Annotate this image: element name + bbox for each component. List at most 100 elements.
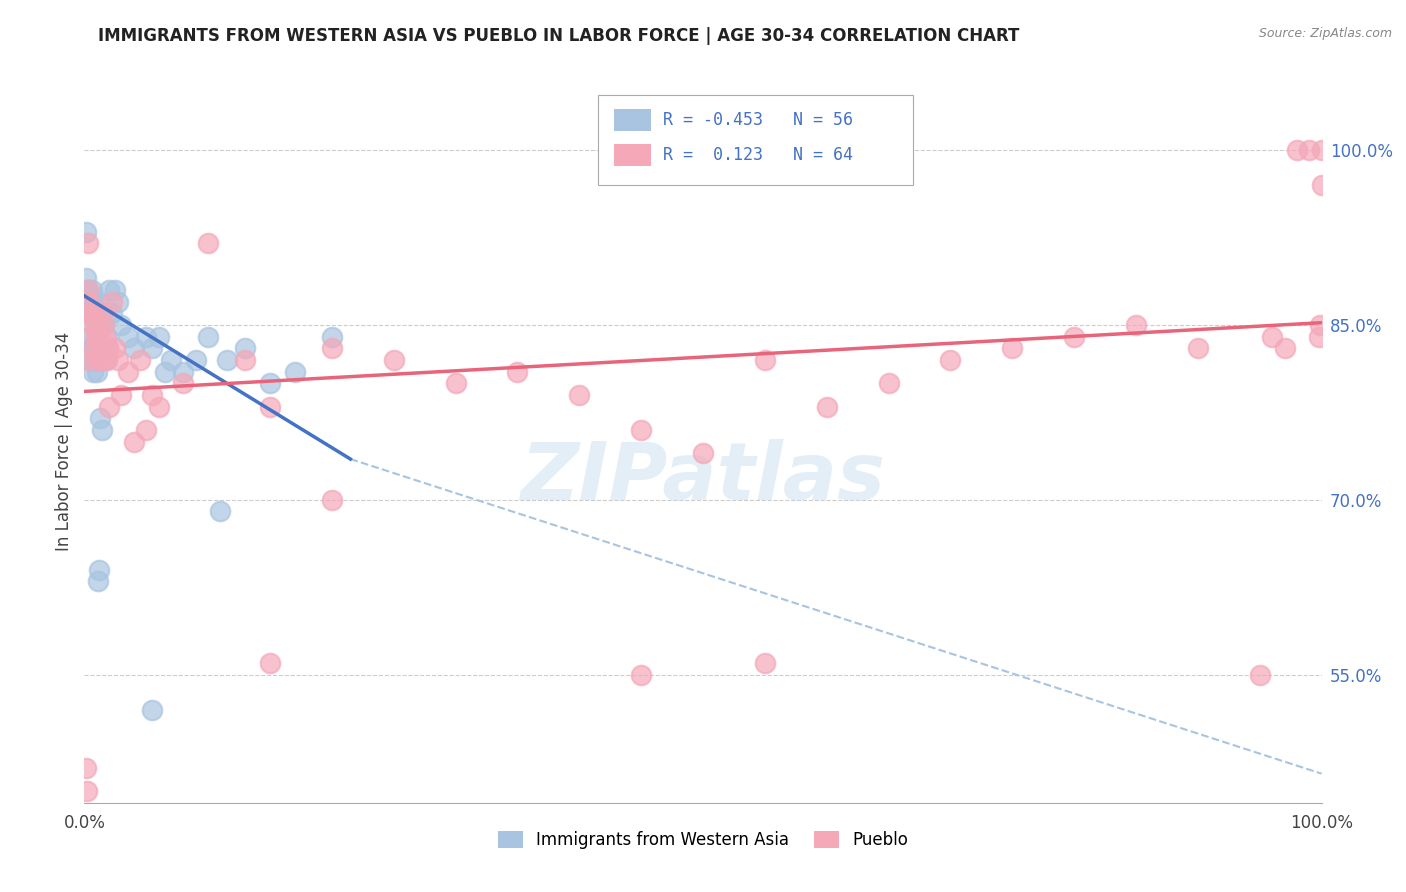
Point xyxy=(1310,178,1333,193)
Point xyxy=(80,318,103,332)
Point xyxy=(321,329,343,343)
Point xyxy=(82,294,104,309)
Point xyxy=(75,271,97,285)
Point xyxy=(84,353,107,368)
Point xyxy=(630,423,652,437)
Point xyxy=(233,353,256,368)
Point xyxy=(100,294,122,309)
Point xyxy=(90,423,112,437)
Point xyxy=(97,341,120,355)
Point xyxy=(1309,318,1331,332)
Point xyxy=(110,388,132,402)
Point xyxy=(79,306,101,320)
Point xyxy=(215,353,238,368)
Point xyxy=(630,667,652,681)
Point xyxy=(97,341,120,355)
Point xyxy=(117,365,139,379)
Point xyxy=(129,353,152,368)
Point xyxy=(382,353,405,368)
Point xyxy=(82,365,104,379)
Point xyxy=(83,341,105,355)
Point xyxy=(172,365,194,379)
Point xyxy=(84,329,107,343)
Point xyxy=(89,318,111,332)
Point xyxy=(568,388,591,402)
Point xyxy=(321,341,343,355)
Point xyxy=(77,283,100,297)
Point xyxy=(89,341,111,355)
Point xyxy=(79,341,101,355)
FancyBboxPatch shape xyxy=(598,95,914,185)
Point xyxy=(91,306,114,320)
Point xyxy=(135,329,157,343)
Point xyxy=(141,341,163,355)
Point xyxy=(506,365,529,379)
Point xyxy=(815,400,838,414)
Point xyxy=(86,365,108,379)
Point xyxy=(233,341,256,355)
Point xyxy=(80,283,103,297)
Point xyxy=(122,434,145,449)
Point xyxy=(321,492,343,507)
Point xyxy=(87,329,110,343)
Y-axis label: In Labor Force | Age 30-34: In Labor Force | Age 30-34 xyxy=(55,332,73,551)
Point xyxy=(1285,143,1308,157)
Point xyxy=(104,341,127,355)
Point xyxy=(1308,329,1330,343)
Point xyxy=(77,294,100,309)
Point xyxy=(91,341,114,355)
Point xyxy=(153,365,176,379)
Point xyxy=(259,376,281,391)
Point xyxy=(939,353,962,368)
Point xyxy=(96,353,118,368)
Point xyxy=(76,784,98,798)
Text: R = -0.453   N = 56: R = -0.453 N = 56 xyxy=(664,111,853,129)
Point xyxy=(94,353,117,368)
Point xyxy=(1274,341,1296,355)
Point xyxy=(1187,341,1209,355)
Point xyxy=(86,306,108,320)
Point xyxy=(86,353,108,368)
Point xyxy=(148,400,170,414)
Point xyxy=(107,353,129,368)
Point xyxy=(172,376,194,391)
Point xyxy=(184,353,207,368)
Point xyxy=(104,283,127,297)
Point xyxy=(93,318,115,332)
FancyBboxPatch shape xyxy=(614,109,651,131)
Point xyxy=(76,353,98,368)
Point xyxy=(100,306,122,320)
Point xyxy=(79,329,101,343)
Point xyxy=(110,318,132,332)
Point xyxy=(79,294,101,309)
Text: R =  0.123   N = 64: R = 0.123 N = 64 xyxy=(664,145,853,164)
Point xyxy=(1063,329,1085,343)
Point xyxy=(1001,341,1024,355)
Point xyxy=(94,329,117,343)
Point xyxy=(444,376,467,391)
Point xyxy=(89,411,111,425)
Point xyxy=(284,365,307,379)
Point xyxy=(107,294,129,309)
Point xyxy=(77,236,100,251)
Point xyxy=(79,306,101,320)
Point xyxy=(117,329,139,343)
Legend: Immigrants from Western Asia, Pueblo: Immigrants from Western Asia, Pueblo xyxy=(491,824,915,856)
Point xyxy=(1310,143,1333,157)
Point xyxy=(84,318,107,332)
Point xyxy=(76,294,98,309)
Point xyxy=(259,656,281,670)
Point xyxy=(80,353,103,368)
Point xyxy=(1249,667,1271,681)
Point xyxy=(754,353,776,368)
Point xyxy=(76,283,98,297)
Point xyxy=(96,329,118,343)
Point xyxy=(197,236,219,251)
Point xyxy=(79,294,101,309)
Point xyxy=(90,306,112,320)
Point xyxy=(91,318,114,332)
Point xyxy=(148,329,170,343)
Point xyxy=(87,574,110,589)
Point xyxy=(197,329,219,343)
Point xyxy=(122,341,145,355)
